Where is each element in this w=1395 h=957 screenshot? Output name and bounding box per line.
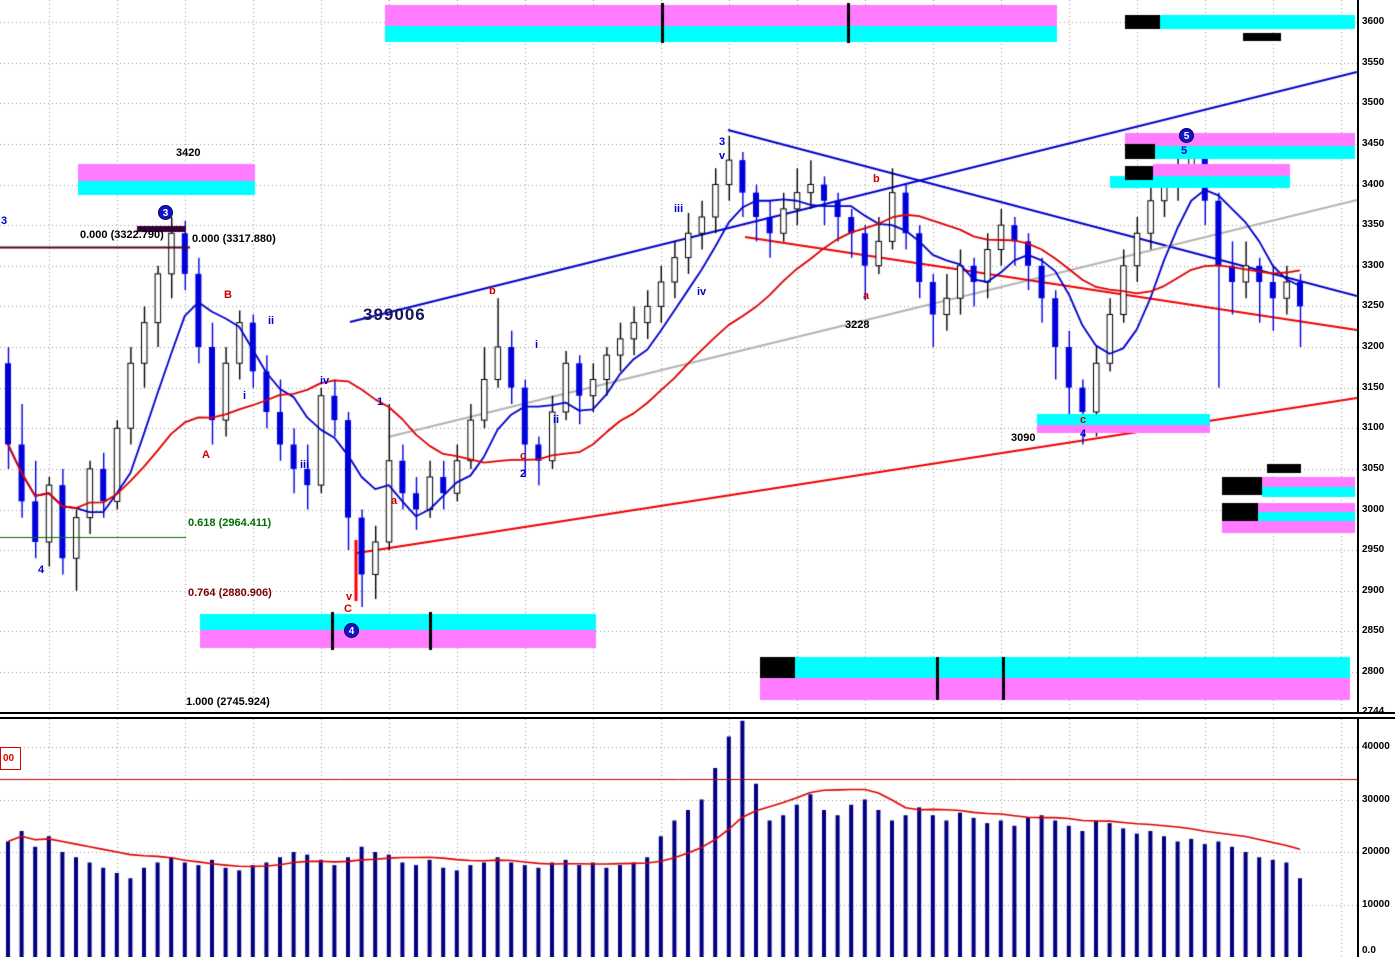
panel-splitter[interactable] xyxy=(0,712,1395,719)
volume-chart-canvas[interactable] xyxy=(0,719,1357,957)
volume-panel[interactable]: 00 xyxy=(0,719,1357,957)
price-tick-label: 2744 xyxy=(1362,706,1385,712)
volume-tick-label: 0.0 xyxy=(1362,945,1376,956)
volume-axis[interactable]: 40000 30000 20000 10000 0.0 xyxy=(1357,719,1395,957)
price-chart-panel[interactable]: 399006 3 3420 0.000 (3322.790) 0.000 (3317.… xyxy=(0,0,1357,712)
price-tick-label: 3000 xyxy=(1362,503,1385,515)
price-tick-label: 3150 xyxy=(1362,381,1385,393)
price-tick-label: 2850 xyxy=(1362,625,1385,637)
price-tick-label: 3300 xyxy=(1362,259,1385,271)
price-tick-label: 3250 xyxy=(1362,300,1385,312)
price-tick-label: 2800 xyxy=(1362,666,1385,677)
price-tick-label: 3100 xyxy=(1362,422,1385,434)
price-tick-label: 3400 xyxy=(1362,178,1385,190)
price-tick-label: 3050 xyxy=(1362,462,1385,474)
price-tick-label: 3550 xyxy=(1362,56,1385,68)
price-tick-label: 3350 xyxy=(1362,219,1385,231)
volume-tick-label: 10000 xyxy=(1362,898,1390,910)
price-tick-label: 3600 xyxy=(1362,16,1385,27)
volume-tick-label: 20000 xyxy=(1362,846,1390,857)
price-tick-label: 2950 xyxy=(1362,544,1385,556)
price-chart-canvas[interactable] xyxy=(0,0,1357,712)
price-tick-label: 3450 xyxy=(1362,137,1385,149)
price-tick-label: 3500 xyxy=(1362,97,1385,109)
volume-tick-label: 30000 xyxy=(1362,793,1390,805)
price-tick-label: 2900 xyxy=(1362,584,1385,596)
price-tick-label: 3200 xyxy=(1362,341,1385,352)
price-axis[interactable]: 3600 3550 3500 3450 3400 3350 3300 3250 3200 3150… xyxy=(1357,0,1395,712)
volume-tick-label: 40000 xyxy=(1362,741,1390,752)
